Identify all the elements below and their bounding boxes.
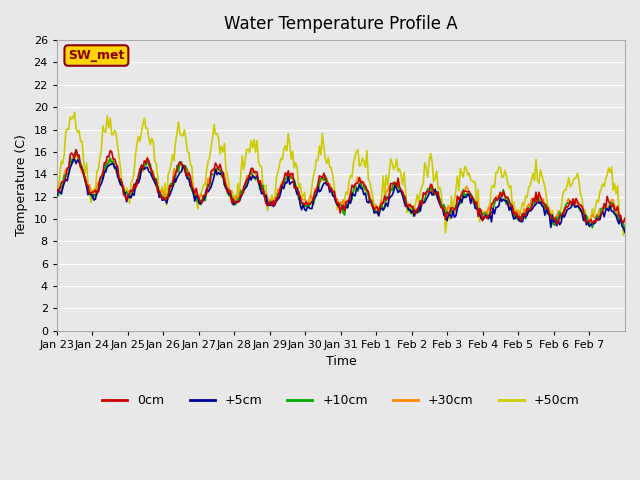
Legend: 0cm, +5cm, +10cm, +30cm, +50cm: 0cm, +5cm, +10cm, +30cm, +50cm	[97, 389, 584, 412]
Y-axis label: Temperature (C): Temperature (C)	[15, 134, 28, 237]
X-axis label: Time: Time	[326, 355, 356, 369]
Text: SW_met: SW_met	[68, 49, 125, 62]
Title: Water Temperature Profile A: Water Temperature Profile A	[224, 15, 458, 33]
